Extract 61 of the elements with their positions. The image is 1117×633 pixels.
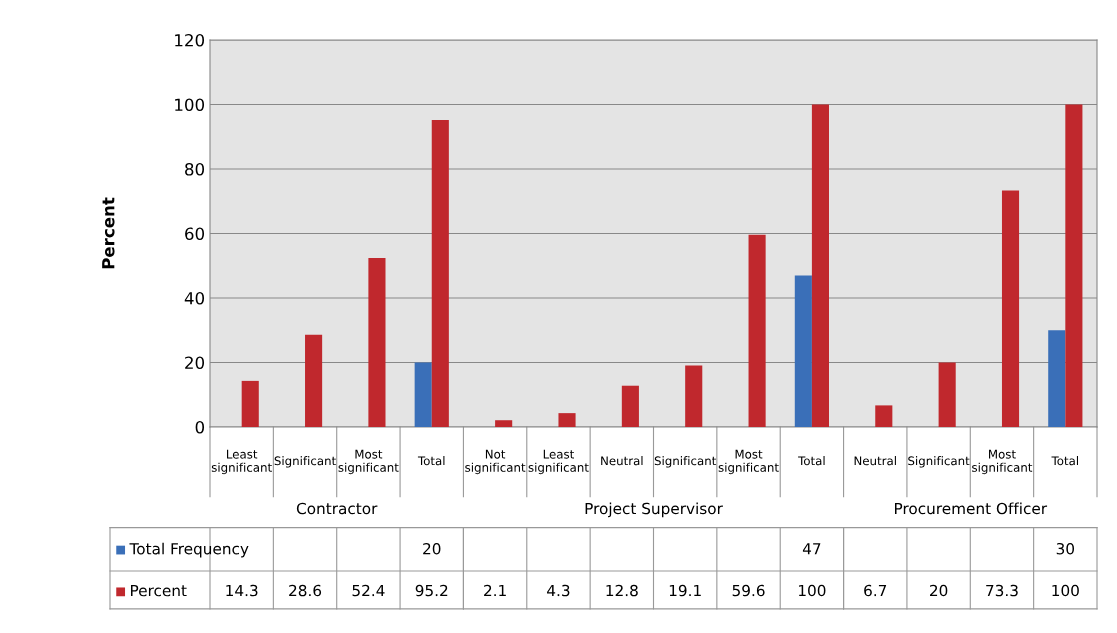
bar [431,119,449,427]
x-tick-label: Neutral [601,456,643,466]
y-tick-label: 20 [185,356,205,370]
bar [685,365,703,427]
x-tick-label: Most significant [972,449,1033,475]
bar [938,362,956,427]
x-tick-label: Least significant [528,449,589,475]
x-tick-label: Total [417,456,445,466]
data-label: 12.8 [606,584,638,597]
bar [241,380,259,427]
bar [811,104,829,427]
text: Project Supervisor [585,502,723,518]
y-axis-title: Percent [102,197,115,269]
data-label: 73.3 [986,584,1018,597]
bar [748,234,766,427]
bar [1065,104,1083,427]
y-tick-label: 40 [184,291,205,305]
data-label: 4.3 [547,584,570,597]
text: Procurement Officer [895,502,1048,515]
data-label: 20 [423,542,441,555]
legend-label: Total Frequency [129,542,249,558]
data-label: 19.1 [669,584,701,597]
x-tick-label: Not significant [465,449,526,475]
bar [621,385,639,427]
bar [1048,330,1066,427]
bar [305,334,323,427]
y-tick-label: 0 [195,420,205,434]
y-tick-label: 100 [175,98,205,112]
bar [414,362,432,427]
bar [794,275,812,427]
data-label: 28.6 [289,584,322,597]
x-tick-label: Significant [908,456,970,468]
bar [875,405,893,427]
legend-label: Percent [131,584,187,597]
bar [558,413,576,427]
bar [495,420,513,427]
x-tick-label: Least significant [211,449,272,475]
y-tick-label: 120 [175,33,205,47]
data-label: 100 [798,584,826,597]
y-tick-label: 80 [185,162,205,176]
x-tick-label: Most significant [338,449,399,475]
data-label: 95.2 [415,584,448,597]
x-tick-label: Neutral [854,456,896,466]
data-label: 100 [1052,584,1079,597]
data-label: 30 [1056,542,1075,555]
data-label: 2.1 [484,584,506,597]
data-label: 52.4 [352,584,385,597]
bar [368,258,386,427]
data-label: 47 [802,543,821,555]
y-tick-label: 60 [185,227,205,241]
bar [1001,190,1020,427]
x-tick-label: Most significant [718,449,779,475]
data-label: 59.6 [732,584,765,597]
x-tick-label: Total [798,456,825,466]
x-tick-label: Significant [274,456,336,468]
x-tick-label: Significant [654,456,717,468]
data-label: 20 [930,584,948,597]
x-tick-label: Total [1051,456,1078,466]
text: Contractor [296,502,378,515]
data-label: 14.3 [226,584,258,597]
data-label: 6.7 [864,584,887,597]
